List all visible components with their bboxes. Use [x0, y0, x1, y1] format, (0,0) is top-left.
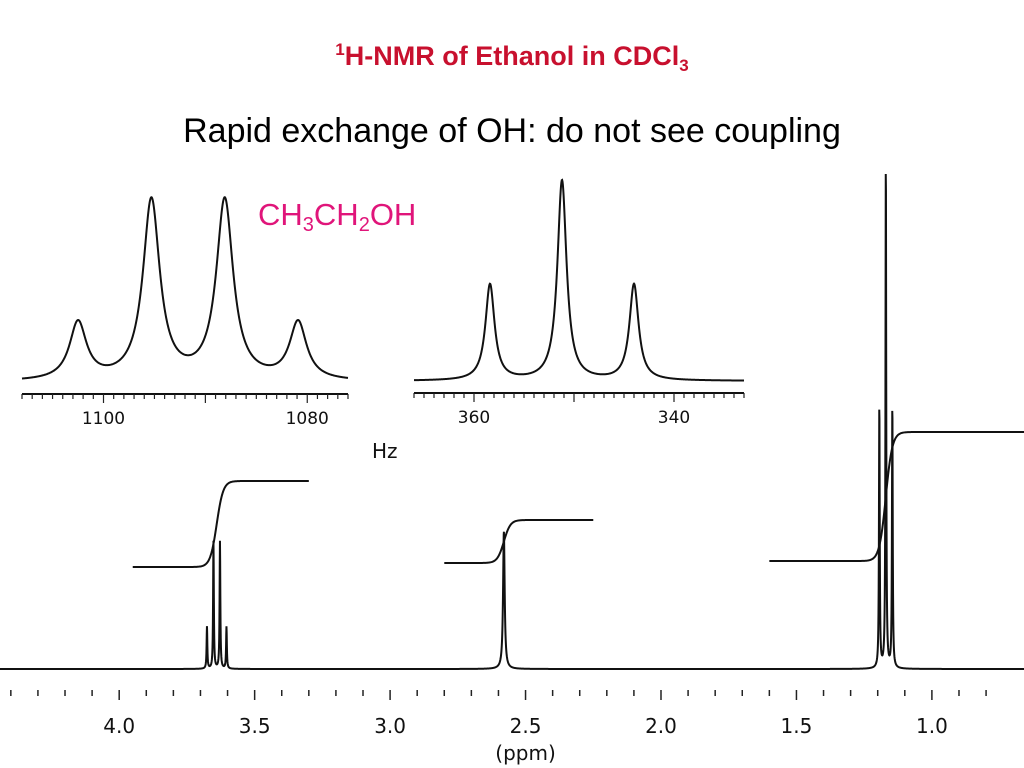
x-tick-label: 1.0 — [916, 714, 948, 738]
formula-sub-2: 2 — [358, 214, 370, 236]
inset-ch3-expansion: 360 340 — [413, 178, 745, 428]
integral-curve-ch3 — [769, 431, 1024, 562]
formula-sub-1: 3 — [302, 214, 314, 236]
slide-subtitle: Rapid exchange of OH: do not see couplin… — [183, 112, 841, 150]
formula-part-1: CH — [258, 197, 303, 232]
spectrum-trace — [0, 173, 1024, 670]
x-tick-label: 4.0 — [103, 714, 135, 738]
formula-part-2: CH — [313, 197, 359, 232]
title-subscript: 3 — [679, 56, 689, 75]
inset-trace — [414, 178, 744, 382]
inset-tick-label: 1080 — [286, 409, 329, 429]
formula-part-3: OH — [369, 197, 417, 232]
x-tick-label: 3.0 — [374, 714, 406, 738]
hz-unit-label: Hz — [372, 439, 398, 463]
title-superscript: 1 — [335, 40, 345, 59]
inset-trace — [21, 196, 349, 380]
main-spectrum: 4.0 3.5 3.0 2.5 2.0 1.5 1.0 (ppm) — [0, 173, 1024, 765]
x-tick-label: 2.5 — [510, 714, 542, 738]
inset-tick-label: 360 — [458, 408, 490, 428]
inset-tick-label: 1100 — [82, 409, 125, 429]
inset-tick-label: 340 — [658, 408, 690, 428]
x-tick-label: 1.5 — [781, 714, 813, 738]
x-axis-label: (ppm) — [495, 741, 555, 765]
x-tick-label: 3.5 — [239, 714, 271, 738]
x-tick-label: 2.0 — [645, 714, 677, 738]
ethanol-formula: CH3CH2OH — [258, 197, 416, 237]
integral-curve-ch2 — [132, 480, 309, 568]
inset-ch2-expansion: 1100 1080 — [21, 196, 349, 429]
title-text: H-NMR of Ethanol in CDCl — [344, 41, 680, 71]
slide-title: 1H-NMR of Ethanol in CDCl3 — [0, 40, 1024, 76]
integral-curve-oh — [444, 519, 594, 564]
